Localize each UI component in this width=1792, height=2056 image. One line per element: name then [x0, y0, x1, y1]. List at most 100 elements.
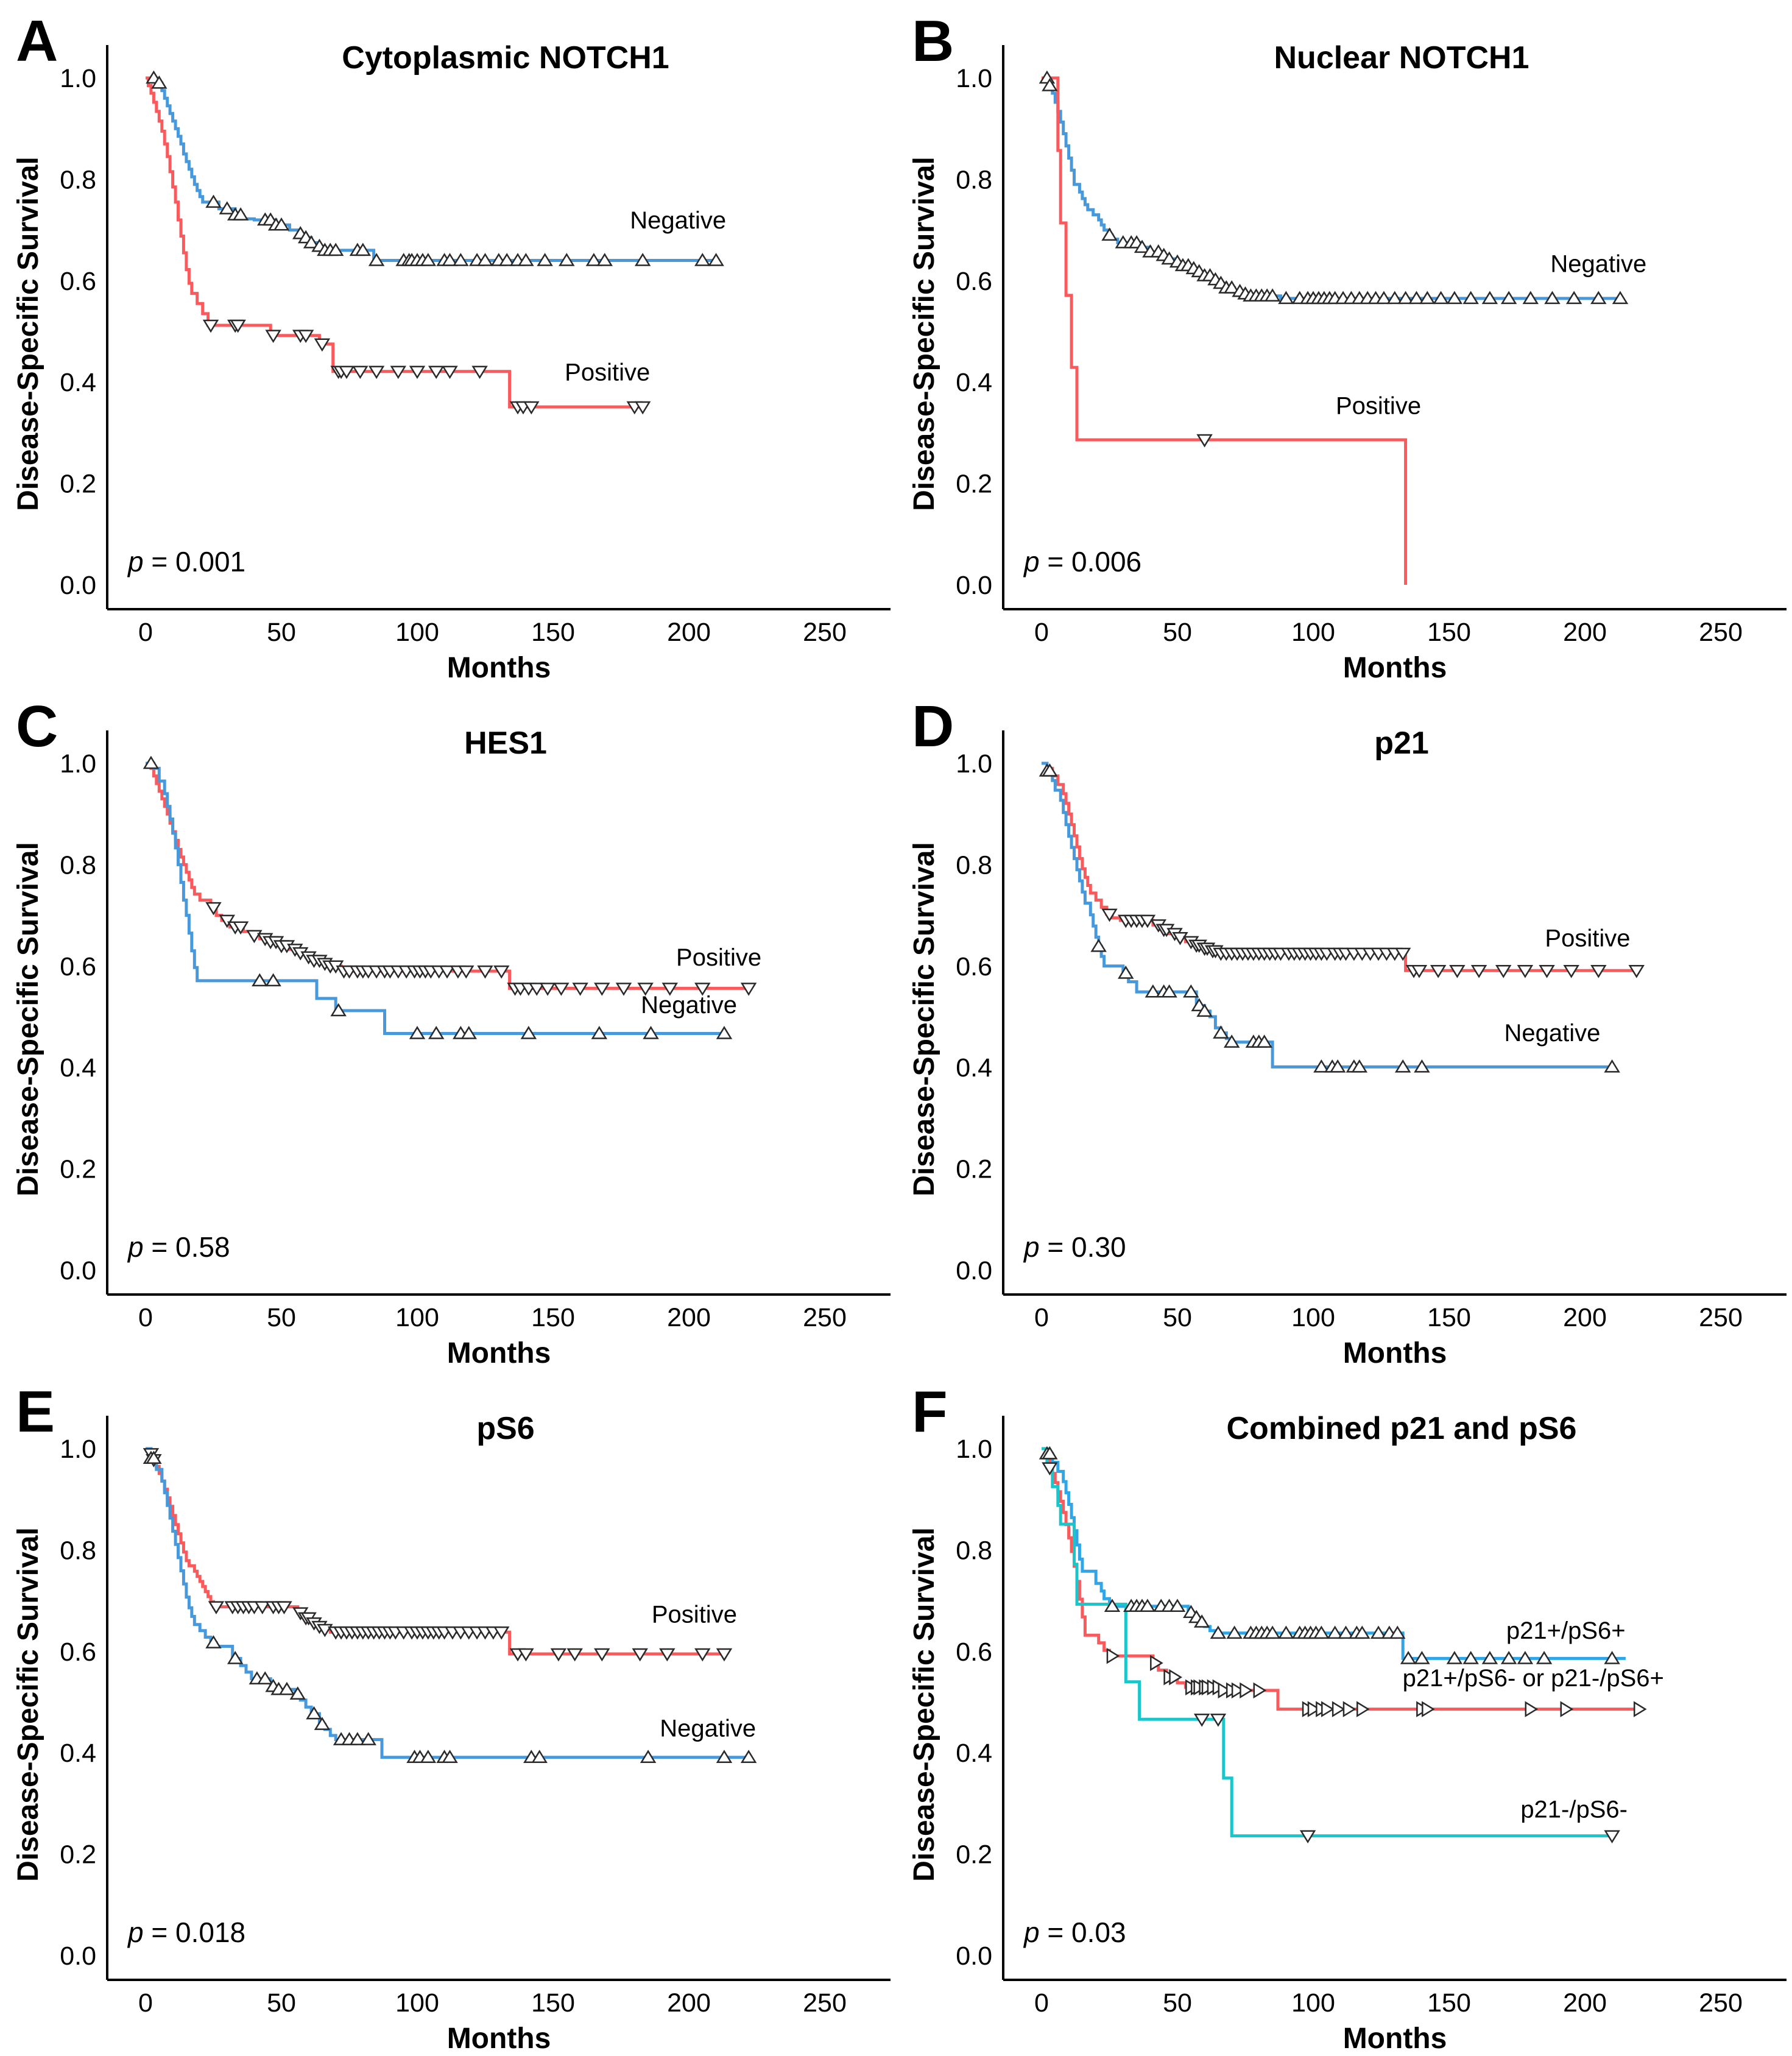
y-tick-label: 0.6 — [956, 952, 992, 981]
censor-marker-right-icon — [1106, 1648, 1120, 1664]
censor-marker-down-icon — [202, 319, 219, 333]
chart-title: p21 — [1374, 726, 1429, 761]
censor-marker-up-icon — [151, 75, 168, 89]
censor-marker-up-icon — [1118, 966, 1134, 979]
censor-marker-right-icon — [1321, 1701, 1335, 1717]
curve-label: Negative — [630, 207, 726, 234]
censor-marker-up-icon — [442, 1750, 458, 1763]
censor-marker-up-icon — [1419, 291, 1436, 305]
censor-marker-up-icon — [1278, 1625, 1294, 1639]
censor-marker-right-icon — [1240, 1682, 1253, 1699]
censor-marker-down-icon — [1449, 965, 1466, 978]
censor-marker-up-icon — [1414, 1651, 1430, 1664]
censor-marker-up-icon — [289, 1686, 306, 1700]
censor-marker-down-icon — [637, 983, 654, 996]
curve-label: Negative — [641, 992, 737, 1019]
censor-marker-down-icon — [634, 401, 651, 415]
censor-marker-up-icon — [219, 201, 236, 214]
censor-marker-down-icon — [1196, 434, 1213, 448]
survival-chart-C: C HES1 0.0 0.2 0.4 0.6 0.8 1.0 0 50 100 150 200 250 Di… — [12, 694, 891, 1369]
censor-marker-up-icon — [1264, 1625, 1281, 1639]
y-axis-title: Disease-Specific Survival — [908, 1527, 940, 1882]
censor-marker-down-icon — [265, 330, 281, 344]
censor-marker-up-icon — [498, 253, 515, 266]
censor-marker-up-icon — [1042, 1446, 1058, 1460]
survival-panel-C: C HES1 0.0 0.2 0.4 0.6 0.8 1.0 0 50 100 150 200 250 Di… — [0, 685, 896, 1371]
censor-marker-up-icon — [227, 1651, 244, 1664]
survival-panel-A: A Cytoplasmic NOTCH1 0.0 0.2 0.4 0.6 0.8 1.0 0 50… — [0, 0, 896, 685]
censor-marker-up-icon — [559, 253, 575, 266]
x-tick-label: 0 — [138, 618, 153, 647]
y-tick-label: 0.2 — [956, 1840, 992, 1870]
censor-marker-up-icon — [146, 1450, 162, 1464]
censor-marker-down-icon — [1563, 965, 1579, 978]
censor-marker-up-icon — [1462, 1651, 1479, 1664]
x-axis-title: Months — [1343, 1337, 1447, 1369]
censor-marker-down-icon — [390, 366, 407, 380]
censor-marker-up-icon — [1590, 291, 1607, 305]
x-tick-label: 100 — [1291, 618, 1335, 647]
x-tick-label: 250 — [1699, 618, 1743, 647]
censor-marker-down-icon — [493, 1626, 510, 1640]
censor-marker-up-icon — [349, 1732, 366, 1745]
censor-marker-up-icon — [460, 1026, 477, 1039]
y-tick-label: 1.0 — [60, 64, 96, 93]
x-tick-label: 150 — [531, 1988, 575, 2018]
x-tick-label: 0 — [1034, 1988, 1049, 2018]
x-tick-label: 0 — [1034, 1303, 1049, 1332]
censor-marker-up-icon — [1101, 227, 1118, 241]
censor-marker-up-icon — [1394, 1059, 1411, 1073]
censor-marker-up-icon — [143, 755, 160, 769]
censor-marker-up-icon — [205, 194, 222, 208]
censor-marker-up-icon — [640, 1750, 657, 1763]
censor-marker-up-icon — [537, 253, 553, 266]
panel-letter: D — [912, 694, 954, 759]
censor-marker-up-icon — [368, 253, 385, 266]
survival-curve-negative — [1042, 761, 1612, 1069]
x-tick-label: 200 — [667, 1988, 711, 2018]
censor-marker-up-icon — [591, 1026, 608, 1039]
curve-label: Negative — [1550, 251, 1646, 278]
survival-curve-negative — [1042, 76, 1620, 300]
curve-label: p21-/pS6- — [1520, 1796, 1628, 1823]
censor-marker-right-icon — [1218, 1682, 1232, 1699]
censor-marker-up-icon — [1329, 1059, 1346, 1073]
censor-marker-up-icon — [1397, 291, 1414, 305]
censor-marker-down-icon — [428, 366, 445, 380]
survival-curve-negative — [146, 1447, 749, 1759]
censor-marker-right-icon — [1150, 1655, 1163, 1672]
censor-marker-down-icon — [539, 983, 556, 996]
censor-marker-up-icon — [1169, 1599, 1186, 1613]
censor-marker-down-icon — [529, 983, 545, 996]
y-tick-label: 0.4 — [60, 1053, 96, 1083]
y-tick-label: 0.6 — [60, 1637, 96, 1667]
y-tick-label: 1.0 — [60, 1435, 96, 1464]
censor-marker-down-icon — [219, 914, 236, 928]
survival-panel-B: B Nuclear NOTCH1 0.0 0.2 0.4 0.6 0.8 1.0 0 50 100 1… — [896, 0, 1792, 685]
censor-marker-right-icon — [1560, 1701, 1574, 1717]
x-tick-label: 100 — [395, 1988, 439, 2018]
y-tick-label: 0.6 — [956, 1637, 992, 1667]
censor-marker-up-icon — [420, 1750, 437, 1763]
y-tick-label: 0.6 — [60, 267, 96, 296]
chart-title: Nuclear NOTCH1 — [1274, 40, 1529, 76]
x-tick-label: 150 — [1427, 1988, 1471, 2018]
censor-marker-up-icon — [716, 1750, 733, 1763]
censor-marker-down-icon — [232, 921, 249, 935]
censor-marker-up-icon — [1226, 1625, 1243, 1639]
censor-marker-down-icon — [594, 1648, 610, 1662]
y-tick-label: 1.0 — [60, 749, 96, 779]
censor-marker-down-icon — [442, 366, 458, 380]
panel-letter: F — [912, 1379, 948, 1444]
censor-marker-up-icon — [1414, 1059, 1430, 1073]
censor-marker-up-icon — [1196, 1003, 1213, 1017]
x-tick-label: 50 — [1163, 618, 1192, 647]
censor-marker-down-icon — [572, 983, 588, 996]
censor-marker-down-icon — [594, 983, 610, 996]
censor-marker-up-icon — [1256, 1034, 1272, 1048]
survival-curve-positive — [1042, 76, 1408, 585]
censor-marker-right-icon — [1332, 1701, 1346, 1717]
censor-marker-up-icon — [409, 1026, 426, 1039]
